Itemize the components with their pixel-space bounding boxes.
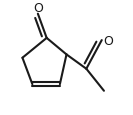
Text: O: O bbox=[33, 2, 43, 14]
Text: O: O bbox=[103, 34, 113, 47]
